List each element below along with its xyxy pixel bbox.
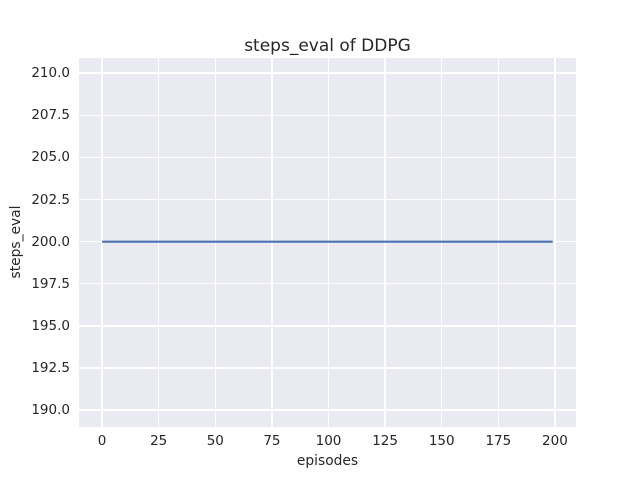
y-gridline xyxy=(79,156,576,159)
data-line-layer xyxy=(102,240,553,243)
y-gridline xyxy=(79,72,576,74)
y-tick-label: 207.5 xyxy=(31,107,70,124)
y-tick-label: 197.5 xyxy=(31,275,70,292)
x-tick-label: 100 xyxy=(315,433,342,449)
y-gridline xyxy=(79,198,576,201)
x-tick-label: 75 xyxy=(263,433,281,449)
x-tick-label: 0 xyxy=(97,433,107,449)
x-gridline xyxy=(101,58,103,427)
y-gridline xyxy=(79,283,576,285)
y-gridline xyxy=(79,409,576,411)
y-axis-label: steps_eval xyxy=(8,205,24,279)
y-tick-label: 210.0 xyxy=(31,65,70,82)
y-tick-label: 195.0 xyxy=(31,317,70,334)
y-tick-label: 200.0 xyxy=(31,233,70,250)
x-tick-label: 200 xyxy=(542,433,568,449)
y-gridline xyxy=(79,367,576,369)
y-tick-label: 192.5 xyxy=(31,360,70,377)
y-tick-label: 205.0 xyxy=(31,149,70,166)
y-tick-label: 190.0 xyxy=(31,402,70,419)
chart-title: steps_eval of DDPG xyxy=(244,36,411,56)
y-tick-label: 202.5 xyxy=(31,191,70,208)
y-gridline xyxy=(79,325,576,327)
x-tick-label: 125 xyxy=(372,433,398,449)
x-axis-label: episodes xyxy=(296,453,359,469)
plot-area xyxy=(79,58,576,427)
x-tick-label: 150 xyxy=(428,433,455,449)
x-tick-label: 25 xyxy=(150,433,168,449)
x-gridline xyxy=(554,58,556,427)
x-tick-label: 175 xyxy=(485,433,512,449)
y-gridline xyxy=(79,114,576,116)
x-tick-label: 50 xyxy=(206,433,224,449)
